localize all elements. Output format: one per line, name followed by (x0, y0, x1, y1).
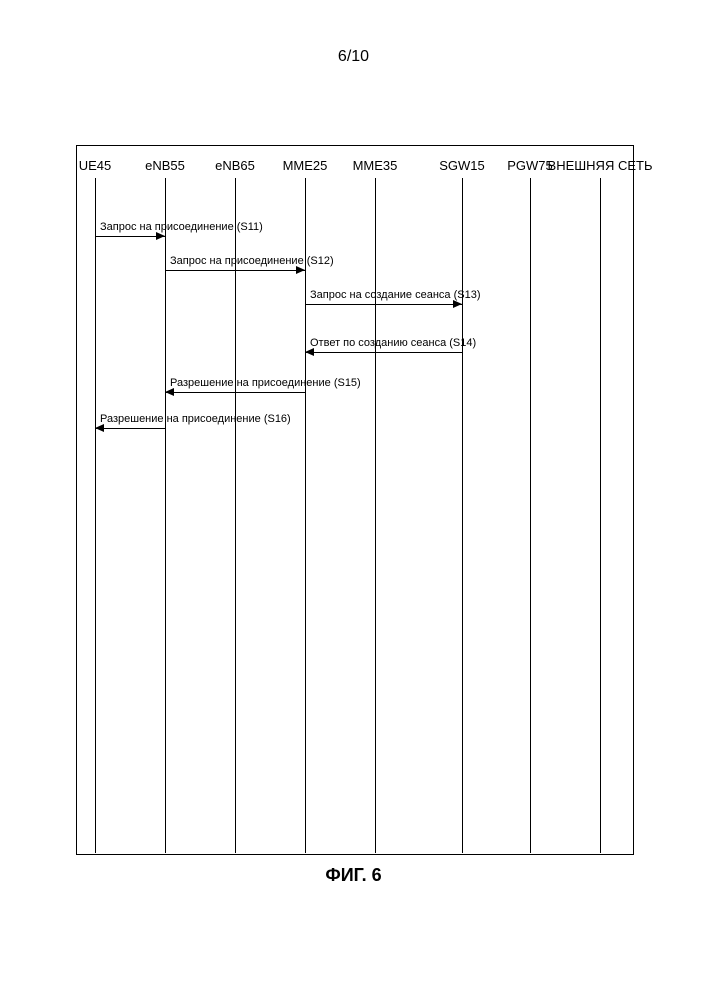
message-line-4 (165, 392, 305, 393)
participant-mme25: MME25 (283, 158, 328, 173)
tick-enb65 (235, 178, 236, 195)
message-label-4: Разрешение на присоединение (S15) (170, 377, 361, 389)
tick-sgw15 (462, 178, 463, 195)
tick-mme35 (375, 178, 376, 195)
participant-enb55: eNB55 (145, 158, 185, 173)
figure-caption: ФИГ. 6 (0, 865, 707, 886)
page: 6/10 UE45 eNB55 eNB65 MME25 MME35 SGW15 PGW75В… (0, 0, 707, 1000)
message-arrow-0 (156, 232, 165, 240)
tick-ext (600, 178, 601, 195)
lifeline-enb65 (235, 195, 236, 853)
lifeline-mme25 (305, 195, 306, 853)
message-line-0 (95, 236, 165, 237)
participant-mme35: MME35 (353, 158, 398, 173)
message-label-2: Запрос на создание сеанса (S13) (310, 289, 481, 301)
message-line-5 (95, 428, 165, 429)
message-label-3: Ответ по созданию сеанса (S14) (310, 337, 476, 349)
tick-mme25 (305, 178, 306, 195)
lifeline-ext (600, 195, 601, 853)
participant-ext: ВНЕШНЯЯ СЕТЬ (548, 158, 653, 173)
participant-ue45: UE45 (79, 158, 112, 173)
tick-ue45 (95, 178, 96, 195)
message-arrow-4 (165, 388, 174, 396)
message-line-1 (165, 270, 305, 271)
message-label-1: Запрос на присоединение (S12) (170, 255, 334, 267)
diagram-frame (76, 145, 634, 855)
lifeline-enb55 (165, 195, 166, 853)
message-arrow-2 (453, 300, 462, 308)
participant-enb65: eNB65 (215, 158, 255, 173)
message-arrow-5 (95, 424, 104, 432)
lifeline-ue45 (95, 195, 96, 853)
participant-sgw15: SGW15 (439, 158, 485, 173)
message-arrow-1 (296, 266, 305, 274)
participant-pgw75: PGW75 (507, 158, 553, 173)
tick-enb55 (165, 178, 166, 195)
message-line-2 (305, 304, 462, 305)
message-label-0: Запрос на присоединение (S11) (100, 221, 263, 233)
lifeline-pgw75 (530, 195, 531, 853)
message-line-3 (305, 352, 462, 353)
tick-pgw75 (530, 178, 531, 195)
message-arrow-3 (305, 348, 314, 356)
page-number: 6/10 (0, 48, 707, 66)
message-label-5: Разрешение на присоединение (S16) (100, 413, 291, 425)
